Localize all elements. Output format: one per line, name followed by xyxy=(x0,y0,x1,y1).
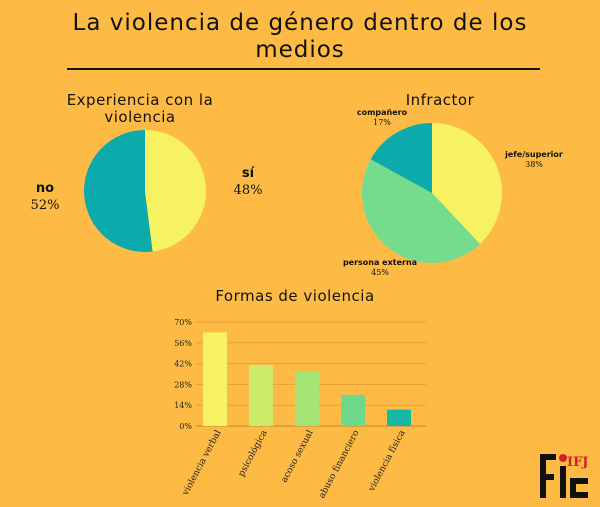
y-tick-label: 42% xyxy=(174,360,192,369)
pie-offender-chart xyxy=(362,123,502,263)
y-tick-label: 56% xyxy=(174,339,192,348)
pie-label-externa-name: persona externa xyxy=(342,258,418,267)
pie-label-si: sí 48% xyxy=(228,165,268,199)
pie-label-jefe: jefe/superior 38% xyxy=(498,150,570,170)
pie-label-companero-name: compañero xyxy=(356,108,408,117)
pie-experience-chart xyxy=(84,130,207,252)
pie-offender-title: Infractor xyxy=(405,91,475,109)
pie-label-si-value: 48% xyxy=(233,183,263,198)
pie-experience-title: Experiencia con la violencia xyxy=(66,91,214,126)
pie-label-companero-value: 17% xyxy=(373,118,391,127)
bar-abuso-financiero xyxy=(341,394,365,426)
x-tick-label: violencia física xyxy=(366,428,408,494)
page-title: La violencia de género dentro de los med… xyxy=(72,10,528,63)
y-tick-label: 70% xyxy=(174,318,192,327)
x-tick-label: acoso sexual xyxy=(280,429,316,485)
bar-violencia-verbal xyxy=(203,332,227,426)
pie-label-no-value: 52% xyxy=(30,198,60,213)
x-tick-label: violencia verbal xyxy=(180,429,223,498)
pie-slice-no xyxy=(84,130,153,252)
pie-label-companero: compañero 17% xyxy=(352,108,412,128)
x-tick-label: abuso financiero xyxy=(317,429,361,501)
pie-label-externa-value: 45% xyxy=(371,268,389,277)
bar-psicológica xyxy=(249,365,273,426)
bar-chart: 0% 14% 28% 42% 56% 70% violencia verbal psicoló… xyxy=(174,318,426,501)
pie-slice-si xyxy=(145,130,207,252)
bar-violencia-física xyxy=(387,409,411,426)
x-tick-label: psicológica xyxy=(236,428,270,479)
y-tick-label: 0% xyxy=(179,422,192,431)
bar-chart-title: Formas de violencia xyxy=(215,287,375,305)
bar-acoso-sexual xyxy=(295,371,319,426)
y-tick-label: 14% xyxy=(174,401,192,410)
title-divider xyxy=(67,68,540,70)
logo-text: IFJ xyxy=(567,455,588,470)
ifj-logo: IFJ xyxy=(537,452,591,500)
pie-label-no-name: no xyxy=(35,181,55,196)
y-tick-label: 28% xyxy=(174,380,192,389)
pie-label-jefe-name: jefe/superior xyxy=(505,150,563,159)
pie-slice-jefe-superior xyxy=(432,123,502,245)
pie-label-si-name: sí xyxy=(241,166,255,181)
pie-label-jefe-value: 38% xyxy=(525,160,543,169)
pie-label-no: no 52% xyxy=(30,180,60,214)
pie-slice-persona-externa xyxy=(362,159,480,263)
pie-label-externa: persona externa 45% xyxy=(340,258,420,278)
pie-slice-companero xyxy=(370,123,432,193)
